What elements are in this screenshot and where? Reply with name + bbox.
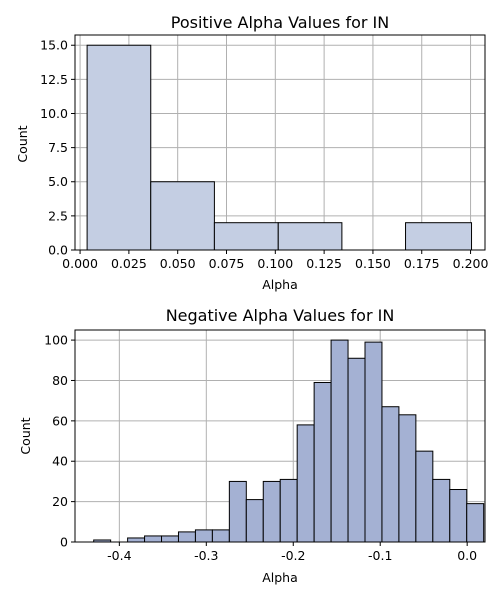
y-axis-label-positive: Count — [15, 125, 30, 162]
histogram-bar — [211, 529, 230, 543]
histogram-bar — [364, 341, 383, 543]
histogram-bar — [161, 535, 179, 543]
y-tick-label: 40 — [52, 454, 68, 469]
y-tick-label: 7.5 — [48, 140, 68, 155]
chart-title-negative: Negative Alpha Values for IN — [166, 306, 395, 325]
histogram-bar — [296, 424, 315, 543]
histogram-bar — [398, 414, 417, 543]
x-tick-label: -0.1 — [368, 548, 392, 563]
bars-positive — [86, 44, 473, 251]
y-tick-label: 10.0 — [40, 106, 68, 121]
x-tick-label: 0.025 — [111, 256, 147, 271]
y-tick-label: 20 — [52, 494, 68, 509]
histogram-bar — [313, 381, 332, 543]
x-axis-label-negative: Alpha — [262, 570, 298, 585]
histogram-bar — [262, 480, 281, 543]
x-tick-label: 0.050 — [160, 256, 196, 271]
x-ticks-negative: -0.4 -0.3 -0.2 -0.1 0.0 — [107, 542, 477, 563]
y-axis-label-negative: Count — [18, 417, 33, 454]
histogram-bar — [150, 181, 215, 251]
histogram-bar — [177, 531, 196, 543]
histogram-bar — [245, 499, 264, 543]
chart-negative-alpha: -0.4 -0.3 -0.2 -0.1 0.0 0 20 40 60 80 100 Negativ… — [18, 306, 486, 585]
y-ticks-negative: 0 20 40 60 80 100 — [44, 333, 75, 550]
x-tick-label: 0.150 — [355, 256, 391, 271]
y-tick-label: 12.5 — [40, 72, 68, 87]
histogram-bar — [405, 222, 473, 251]
histogram-bar — [279, 478, 298, 543]
x-tick-label: 0.175 — [404, 256, 440, 271]
histogram-bar — [86, 44, 152, 251]
plot-frame-positive — [74, 34, 486, 251]
y-tick-label: 5.0 — [48, 174, 68, 189]
y-tick-label: 2.5 — [48, 208, 68, 223]
histogram-bar — [228, 480, 247, 543]
histogram-bar — [330, 339, 349, 543]
x-tick-label: 0.100 — [257, 256, 293, 271]
x-tick-label: -0.3 — [194, 548, 218, 563]
histogram-bar — [415, 450, 434, 543]
y-tick-label: 15.0 — [40, 38, 68, 53]
x-ticks-positive: 0.000 0.025 0.050 0.075 0.100 0.125 0.150 0.175… — [62, 250, 488, 271]
x-tick-label: -0.4 — [107, 548, 131, 563]
histogram-bar — [194, 529, 213, 543]
histogram-bar — [381, 406, 400, 543]
y-tick-label: 0.0 — [48, 243, 68, 258]
histogram-bar — [213, 222, 279, 251]
y-tick-label: 0 — [60, 535, 68, 550]
x-axis-label-positive: Alpha — [262, 277, 298, 292]
y-tick-label: 60 — [52, 413, 68, 428]
x-tick-label: 0.0 — [457, 548, 477, 563]
bars-negative — [93, 339, 485, 543]
x-tick-label: 0.125 — [306, 256, 342, 271]
histogram-bar — [347, 357, 366, 543]
y-tick-label: 80 — [52, 373, 68, 388]
histogram-bar — [466, 503, 485, 543]
histogram-bar — [449, 489, 468, 543]
x-tick-label: 0.075 — [209, 256, 245, 271]
x-tick-label: 0.000 — [62, 256, 98, 271]
chart-title-positive: Positive Alpha Values for IN — [171, 13, 389, 32]
chart-positive-alpha: 0.000 0.025 0.050 0.075 0.100 0.125 0.150 0.175… — [15, 13, 488, 292]
histogram-bar — [432, 478, 451, 543]
histogram-bar — [277, 222, 343, 251]
plot-frame-negative — [74, 329, 486, 543]
y-tick-label: 100 — [44, 333, 68, 348]
histogram-bar — [127, 537, 146, 543]
x-tick-label: -0.2 — [281, 548, 305, 563]
y-ticks-positive: 0.0 2.5 5.0 7.5 10.0 12.5 15.0 — [40, 38, 75, 258]
x-tick-label: 0.200 — [453, 256, 489, 271]
histogram-bar — [144, 535, 163, 543]
